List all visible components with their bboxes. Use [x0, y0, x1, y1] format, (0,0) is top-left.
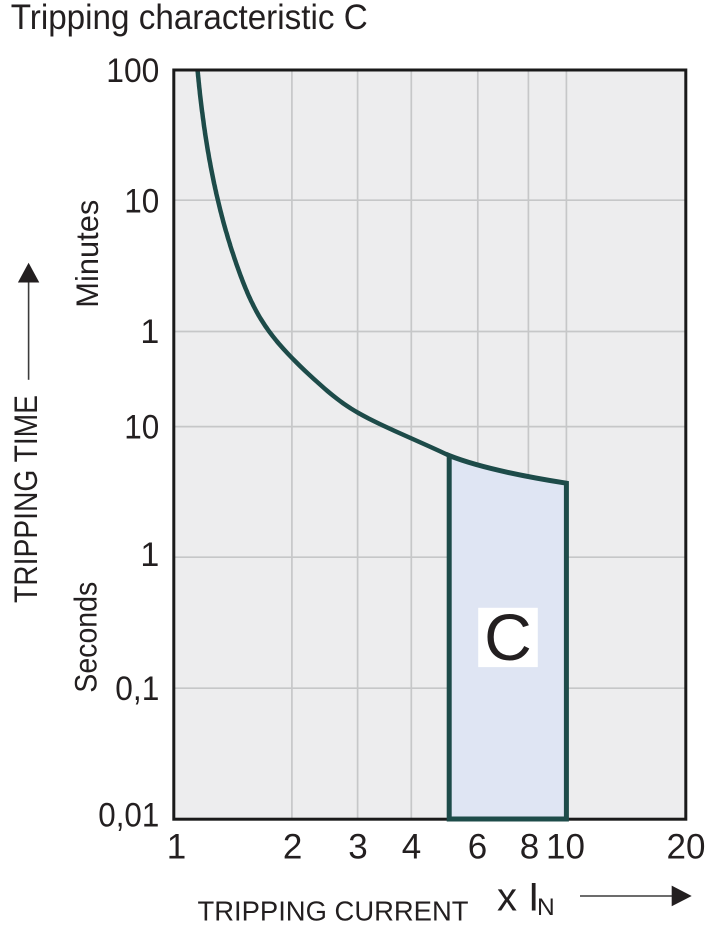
svg-text:10: 10 — [546, 827, 585, 866]
svg-text:Seconds: Seconds — [68, 582, 104, 693]
svg-text:Minutes: Minutes — [69, 200, 105, 308]
svg-text:C: C — [484, 600, 532, 674]
svg-text:0,1: 0,1 — [115, 670, 159, 708]
svg-text:1: 1 — [167, 827, 186, 866]
svg-text:Tripping characteristic C: Tripping characteristic C — [11, 0, 368, 37]
svg-text:10: 10 — [124, 408, 159, 446]
svg-text:1: 1 — [140, 313, 159, 351]
svg-text:10: 10 — [124, 182, 159, 220]
svg-text:100: 100 — [106, 52, 159, 90]
svg-text:4: 4 — [402, 827, 421, 866]
svg-text:TRIPPING TIME: TRIPPING TIME — [8, 395, 44, 603]
svg-text:1: 1 — [140, 536, 159, 574]
svg-text:x I: x I — [497, 876, 539, 920]
svg-text:0,01: 0,01 — [98, 797, 159, 835]
svg-text:N: N — [537, 894, 555, 921]
svg-text:2: 2 — [283, 827, 302, 866]
svg-text:3: 3 — [348, 827, 367, 866]
svg-text:6: 6 — [468, 827, 487, 866]
svg-text:20: 20 — [667, 827, 706, 866]
svg-text:8: 8 — [520, 827, 539, 866]
svg-text:TRIPPING CURRENT: TRIPPING CURRENT — [198, 895, 469, 926]
